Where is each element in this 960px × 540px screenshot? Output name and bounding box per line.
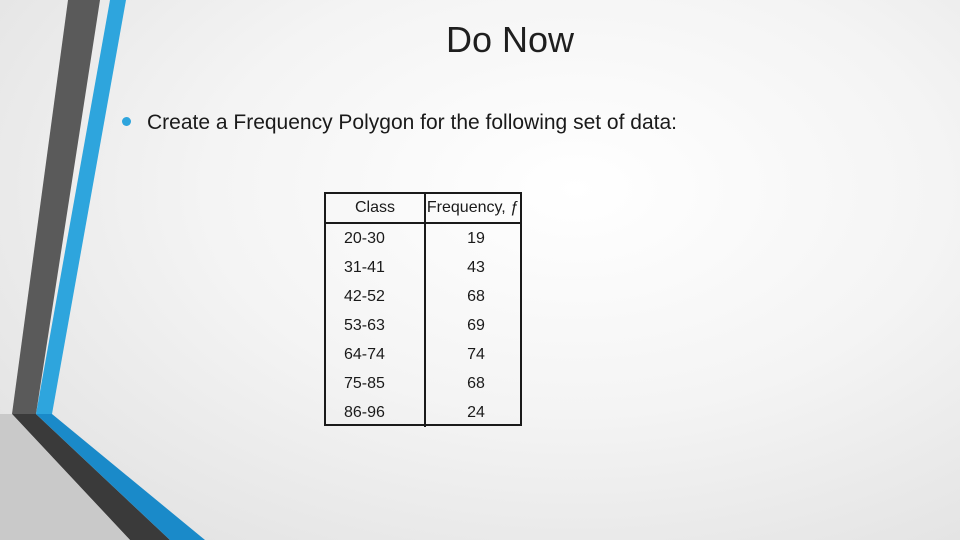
frequency-cell: 68 [467,287,485,305]
class-cell: 31-41 [326,253,426,282]
class-cell: 86-96 [326,398,426,427]
class-cell: 53-63 [326,311,426,340]
slide-title: Do Now [445,19,575,60]
class-cell: 64-74 [326,340,426,369]
frequency-table-container: Class Frequency, ƒ 20-30 19 31-41 43 42-… [324,192,522,427]
header-class: Class [326,194,426,224]
class-cell: 42-52 [326,282,426,311]
table-row: 53-63 69 [326,311,520,340]
frequency-cell: 68 [467,374,485,392]
frequency-cell: 74 [467,345,485,363]
frequency-cell: 43 [467,258,485,276]
decor-blue-diagonal [36,414,205,540]
table-row: 20-30 19 [326,223,520,253]
frequency-cell: 69 [467,316,485,334]
table-row: 64-74 74 [326,340,520,369]
decor-blue-stripe [36,0,126,414]
table-row: 86-96 24 [326,398,520,427]
table-row: 42-52 68 [326,282,520,311]
class-cell: 75-85 [326,369,426,398]
header-frequency: Frequency, ƒ [425,194,520,224]
bullet-item: Create a Frequency Polygon for the follo… [122,108,902,138]
frequency-cell: 24 [467,403,485,421]
bullet-text: Create a Frequency Polygon for the follo… [147,111,677,134]
table-row: 31-41 43 [326,253,520,282]
table-header-row: Class Frequency, ƒ [326,194,520,224]
bullet-dot-icon [122,116,131,126]
class-cell: 20-30 [326,223,426,253]
frequency-cell: 19 [467,229,485,247]
frequency-table: Class Frequency, ƒ 20-30 19 31-41 43 42-… [326,194,520,427]
decor-dark-diagonal [12,414,170,540]
decor-gray-stripe [12,0,100,414]
decor-left-wedge [0,414,130,540]
table-row: 75-85 68 [326,369,520,398]
